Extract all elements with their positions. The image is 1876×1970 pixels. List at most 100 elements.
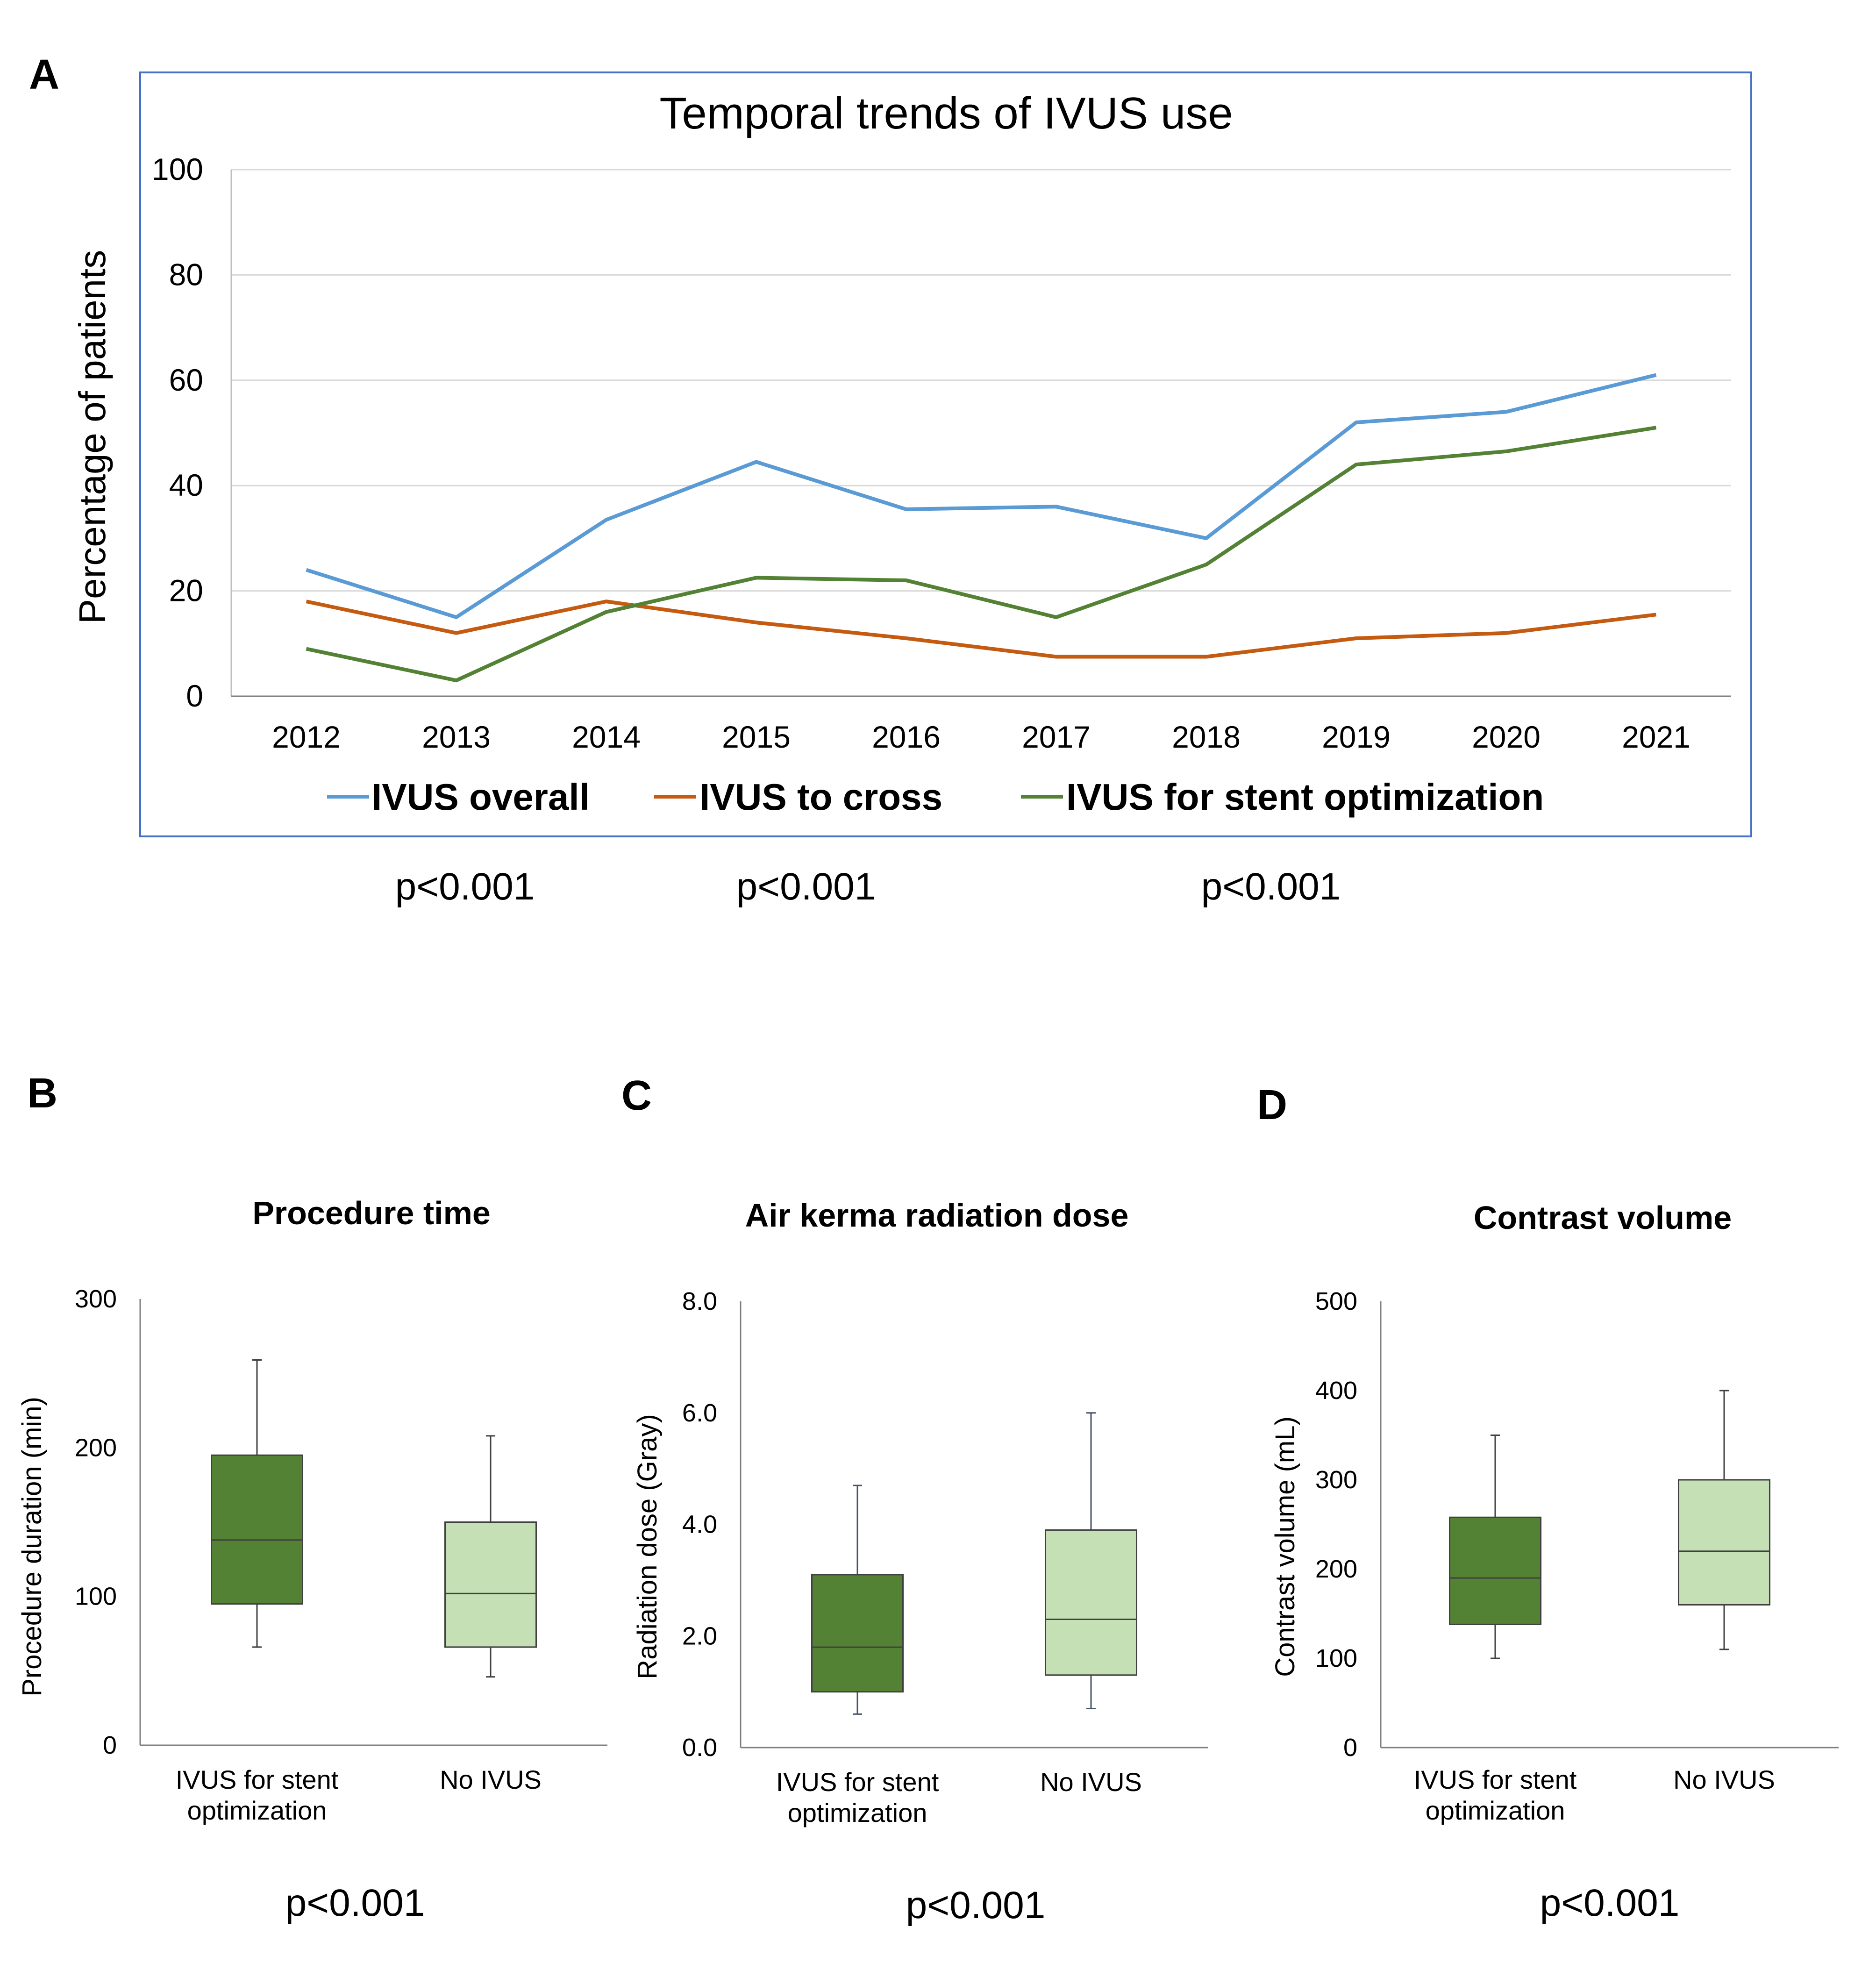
data-point <box>456 617 457 618</box>
chart-a-title: Temporal trends of IVUS use <box>659 88 1233 138</box>
y-tick-label: 200 <box>75 1434 117 1462</box>
data-point <box>756 461 757 462</box>
legend-label-cross: IVUS to cross <box>699 776 942 818</box>
data-point <box>1356 464 1357 465</box>
x-tick-label: 2012 <box>272 720 341 754</box>
data-point <box>306 601 307 602</box>
x-tick-label: 2015 <box>722 720 791 754</box>
x-tick-label: 2014 <box>572 720 641 754</box>
x-tick-label: 2021 <box>1622 720 1691 754</box>
box-1 <box>1045 1529 1137 1676</box>
data-point <box>1656 427 1657 428</box>
x-tick-label: 2017 <box>1022 720 1091 754</box>
data-point <box>306 649 307 650</box>
chart-a-frame <box>139 71 1752 837</box>
chart-b-y-axis-label: Procedure duration (min) <box>17 1397 47 1697</box>
x-category-label: IVUS for stent <box>176 1765 339 1794</box>
x-tick-label: 2018 <box>1172 720 1241 754</box>
data-point <box>906 580 907 581</box>
y-tick-label: 100 <box>75 1583 117 1611</box>
x-tick-label: 2020 <box>1472 720 1541 754</box>
chart-a-plot: 0 20 40 60 80 100 2012 2013 2014 2015 2016 2017 2018… <box>152 152 1731 754</box>
y-tick-label: 200 <box>1315 1555 1357 1583</box>
y-tick-label: 0 <box>103 1731 117 1759</box>
data-point <box>1656 375 1657 376</box>
data-point <box>456 633 457 634</box>
x-category-label: No IVUS <box>1040 1767 1142 1797</box>
p-value-c: p<0.001 <box>906 1884 1046 1927</box>
series-line-2 <box>306 426 1657 683</box>
data-point <box>606 601 607 602</box>
data-point <box>1656 614 1657 615</box>
y-tick-label: 300 <box>1315 1466 1357 1494</box>
y-tick-label: 0 <box>1343 1734 1357 1762</box>
series-line-0 <box>306 373 1657 619</box>
data-point <box>606 519 607 520</box>
box-1 <box>444 1521 537 1648</box>
p-value-b: p<0.001 <box>285 1882 425 1924</box>
data-point <box>606 612 607 613</box>
legend-label-overall: IVUS overall <box>371 776 590 818</box>
y-tick-label: 20 <box>169 573 203 608</box>
y-tick-label: 80 <box>169 257 203 292</box>
y-tick-label: 500 <box>1315 1287 1357 1315</box>
data-point <box>1056 506 1057 507</box>
data-point <box>1356 422 1357 423</box>
data-point <box>456 680 457 681</box>
y-tick-label: 100 <box>1315 1644 1357 1672</box>
data-point <box>1206 538 1207 539</box>
chart-d-y-axis-label: Contrast volume (mL) <box>1270 1416 1300 1677</box>
y-tick-label: 6.0 <box>682 1399 717 1427</box>
y-tick-label: 400 <box>1315 1377 1357 1405</box>
y-tick-label: 40 <box>169 468 203 502</box>
data-point <box>1506 633 1507 634</box>
y-tick-label: 0 <box>186 678 203 713</box>
chart-a-legend: IVUS overall IVUS to cross IVUS for sten… <box>327 776 1544 818</box>
x-category-label: IVUS for stent <box>1414 1765 1577 1794</box>
x-category-label: IVUS for stent <box>776 1767 939 1797</box>
data-point <box>1056 617 1057 618</box>
panel-label-a: A <box>29 51 59 98</box>
panel-label-d: D <box>1257 1082 1287 1128</box>
chart-c-title: Air kerma radiation dose <box>745 1197 1129 1234</box>
p-value-a-2: p<0.001 <box>736 865 876 908</box>
data-point <box>906 509 907 510</box>
box-0 <box>211 1454 303 1605</box>
data-point <box>1506 411 1507 412</box>
x-category-label: No IVUS <box>440 1765 542 1794</box>
p-value-a-1: p<0.001 <box>395 865 535 908</box>
y-tick-label: 0.0 <box>682 1734 717 1762</box>
p-value-d: p<0.001 <box>1540 1882 1680 1924</box>
box-0 <box>1449 1516 1541 1625</box>
x-tick-label: 2016 <box>872 720 941 754</box>
chart-d-title: Contrast volume <box>1474 1199 1732 1236</box>
y-tick-label: 2.0 <box>682 1622 717 1650</box>
x-category-label: No IVUS <box>1673 1765 1775 1794</box>
chart-b-title: Procedure time <box>252 1195 491 1231</box>
legend-label-stent: IVUS for stent optimization <box>1066 776 1544 818</box>
data-point <box>1206 564 1207 565</box>
panel-label-b: B <box>27 1070 57 1117</box>
data-point <box>756 622 757 623</box>
data-point <box>906 638 907 639</box>
x-tick-label: 2019 <box>1322 720 1391 754</box>
x-category-label: optimization <box>1426 1796 1565 1825</box>
y-tick-label: 8.0 <box>682 1287 717 1315</box>
data-point <box>756 577 757 578</box>
y-tick-label: 100 <box>152 152 203 186</box>
p-value-a-3: p<0.001 <box>1201 865 1341 908</box>
box-1 <box>1678 1479 1770 1606</box>
y-tick-label: 4.0 <box>682 1511 717 1539</box>
y-tick-label: 300 <box>75 1285 117 1313</box>
box-0 <box>811 1574 904 1693</box>
series-line-1 <box>306 600 1656 659</box>
x-category-label: optimization <box>187 1796 327 1825</box>
data-point <box>1056 656 1057 657</box>
data-point <box>1506 451 1507 452</box>
chart-c-plot: 0.0 2.0 4.0 6.0 8.0 IVUS for stentoptimizatio… <box>682 1287 1208 1827</box>
y-tick-label: 60 <box>169 363 203 397</box>
chart-d-plot: 0 100 200 300 400 500 IVUS for stentoptimizati… <box>1315 1287 1839 1825</box>
x-category-label: optimization <box>788 1798 927 1827</box>
